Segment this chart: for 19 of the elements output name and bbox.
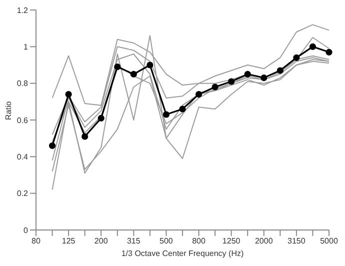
y-tick-label: 0.8 <box>16 79 29 88</box>
y-tick-label: 1 <box>24 42 29 52</box>
y-axis-title: Ratio <box>4 100 13 120</box>
x-tick-label: 500 <box>160 236 174 246</box>
y-tick-label: 1.2 <box>16 6 29 15</box>
x-axis-title: 1/3 Octave Center Frequency (Hz) <box>121 249 244 258</box>
x-tick-label: 1250 <box>222 236 241 246</box>
x-tick-label: 5000 <box>320 236 338 246</box>
y-tick-label: 0.6 <box>16 116 29 125</box>
x-tick-label: 80 <box>32 236 41 246</box>
x-tick-label: 125 <box>62 236 76 246</box>
x-tick-label: 200 <box>94 236 108 246</box>
y-tick-label: 0.4 <box>16 152 29 162</box>
y-tick-label: 0 <box>24 226 29 235</box>
x-tick-label: 3150 <box>288 236 306 246</box>
x-tick-label: 315 <box>126 236 141 246</box>
x-tick-label: 800 <box>192 236 206 246</box>
x-tick-label: 2000 <box>254 236 274 246</box>
y-tick-label: 0.2 <box>16 189 29 198</box>
